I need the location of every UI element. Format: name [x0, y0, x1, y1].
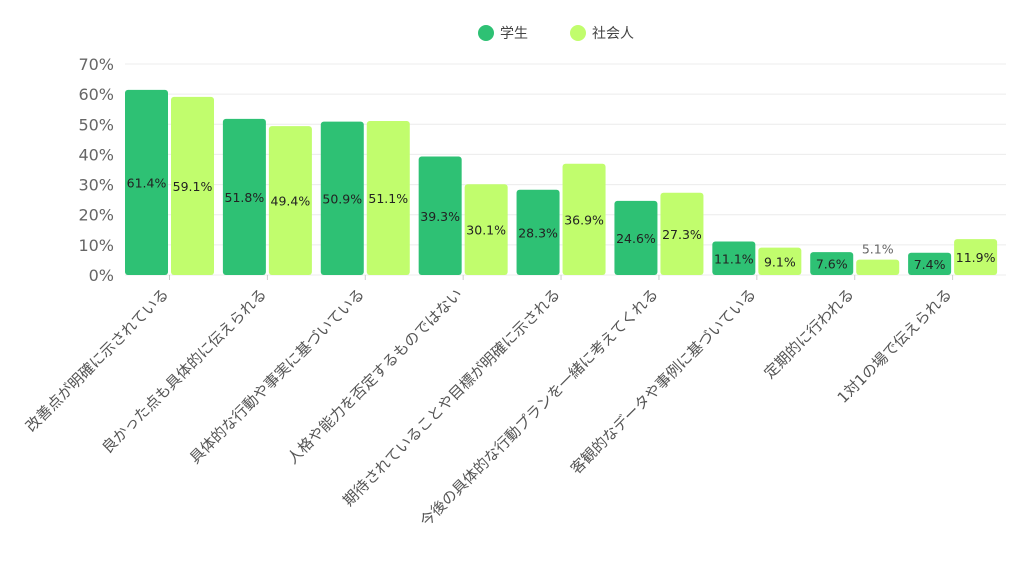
legend: 学生 社会人 — [478, 25, 634, 42]
legend-label-student[interactable]: 学生 — [500, 26, 528, 42]
data-label: 30.1% — [466, 223, 506, 238]
legend-label-worker[interactable]: 社会人 — [592, 26, 634, 42]
x-category-label: 客観的なデータや事例に基づいている — [567, 285, 760, 478]
y-tick-label: 40% — [78, 145, 114, 164]
bar-worker — [954, 239, 998, 275]
bar-student — [418, 156, 462, 275]
data-label: 28.3% — [518, 225, 558, 240]
bar-worker — [856, 259, 900, 275]
x-category-label: 良かった点も具体的に伝えられる — [98, 285, 270, 457]
data-label: 51.1% — [368, 191, 408, 206]
x-category-label: 期待されていることや目標が明確に示される — [339, 285, 564, 510]
bar-student — [222, 118, 266, 275]
data-label: 27.3% — [662, 227, 702, 242]
x-category-label: 具体的な行動や事実に基づいている — [186, 285, 368, 467]
y-tick-label: 0% — [89, 266, 114, 285]
bar-worker — [660, 192, 704, 275]
bar-student — [320, 121, 364, 275]
bar-student — [125, 89, 168, 276]
data-label: 24.6% — [616, 231, 656, 246]
y-tick-label: 70% — [78, 55, 114, 74]
y-tick-label: 10% — [78, 236, 114, 255]
data-label: 11.9% — [956, 250, 996, 265]
x-category-label: 定期的に行われる — [760, 285, 857, 382]
bar-student — [516, 189, 560, 275]
bar-worker — [171, 96, 214, 275]
data-label: 9.1% — [764, 254, 796, 269]
bar-worker — [562, 163, 606, 275]
data-label: 50.9% — [322, 191, 362, 206]
bar-worker — [464, 184, 508, 275]
data-label: 61.4% — [127, 175, 167, 190]
legend-swatch-worker[interactable] — [570, 25, 586, 41]
bar-student — [908, 252, 952, 275]
y-tick-label: 50% — [78, 115, 114, 134]
data-label: 59.1% — [173, 179, 213, 194]
bar-student — [712, 241, 756, 275]
x-category-label: 人格や能力を否定するものではない — [284, 285, 466, 467]
bar-worker — [758, 247, 802, 275]
bar-worker — [366, 120, 410, 275]
data-label: 11.1% — [714, 251, 754, 266]
y-tick-label: 60% — [78, 85, 114, 104]
y-tick-label: 20% — [78, 206, 114, 225]
bar-student — [614, 200, 658, 275]
y-tick-label: 30% — [78, 176, 114, 195]
data-label: 5.1% — [862, 242, 894, 257]
bar-worker — [268, 126, 312, 275]
data-label: 39.3% — [420, 209, 460, 224]
data-label: 36.9% — [564, 212, 604, 227]
bar-student — [810, 252, 854, 275]
data-label: 49.4% — [271, 194, 311, 209]
data-label: 7.6% — [816, 257, 848, 272]
data-label: 51.8% — [225, 190, 265, 205]
legend-swatch-student[interactable] — [478, 25, 494, 41]
data-label: 7.4% — [914, 257, 946, 272]
